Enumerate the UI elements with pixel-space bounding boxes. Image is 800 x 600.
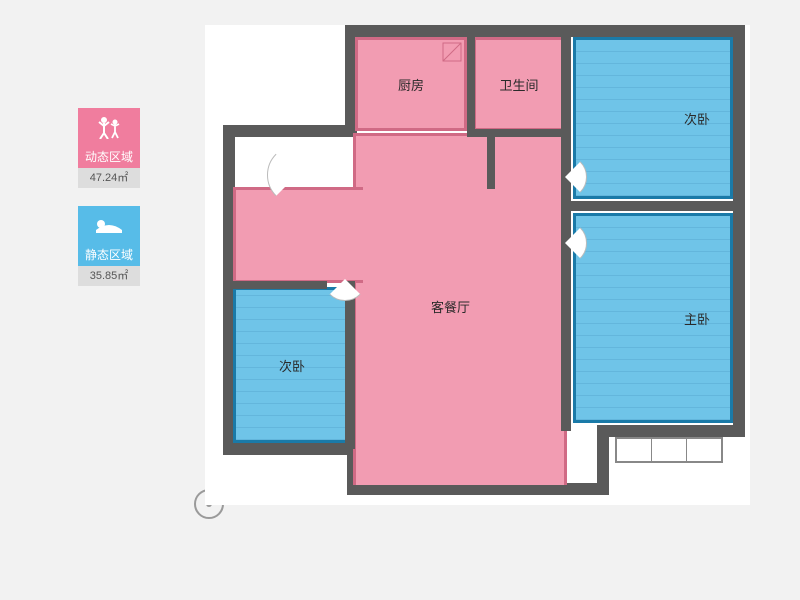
room-living-ext (233, 187, 363, 283)
wall (561, 35, 571, 431)
room-bedroom-sw: 次卧 (233, 287, 351, 443)
wall (345, 25, 745, 37)
wall (733, 25, 745, 437)
sleep-icon (78, 206, 140, 244)
room-kitchen-label: 厨房 (398, 75, 424, 94)
legend-static-value: 35.85㎡ (78, 266, 140, 286)
wall (223, 443, 357, 455)
wall (345, 281, 355, 449)
room-living-label: 客餐厅 (431, 297, 470, 316)
room-bathroom-label: 卫生间 (499, 75, 538, 94)
legend: 动态区域 47.24㎡ 静态区域 35.85㎡ (78, 108, 140, 304)
wall (467, 129, 567, 137)
balcony (615, 437, 723, 463)
room-bedroom-se: 主卧 (573, 213, 733, 423)
floorplan: 客餐厅 厨房 卫生间 次卧 主卧 次卧 (205, 25, 750, 505)
room-kitchen: 厨房 (355, 37, 467, 131)
legend-dynamic: 动态区域 47.24㎡ (78, 108, 140, 188)
legend-static-label: 静态区域 (78, 244, 140, 266)
wall (487, 129, 495, 189)
legend-static: 静态区域 35.85㎡ (78, 206, 140, 286)
room-bedroom-se-label: 主卧 (684, 309, 710, 328)
wall (597, 425, 609, 495)
legend-dynamic-label: 动态区域 (78, 146, 140, 168)
wall (561, 201, 739, 211)
legend-dynamic-value: 47.24㎡ (78, 168, 140, 188)
wall (597, 425, 745, 437)
people-icon (78, 108, 140, 146)
room-bedroom-ne: 次卧 (573, 37, 733, 199)
wall (231, 281, 327, 289)
room-bathroom: 卫生间 (473, 37, 565, 131)
wall (467, 35, 475, 133)
room-bedroom-sw-label: 次卧 (279, 356, 305, 375)
wall (223, 125, 357, 137)
room-bedroom-ne-label: 次卧 (684, 109, 710, 128)
